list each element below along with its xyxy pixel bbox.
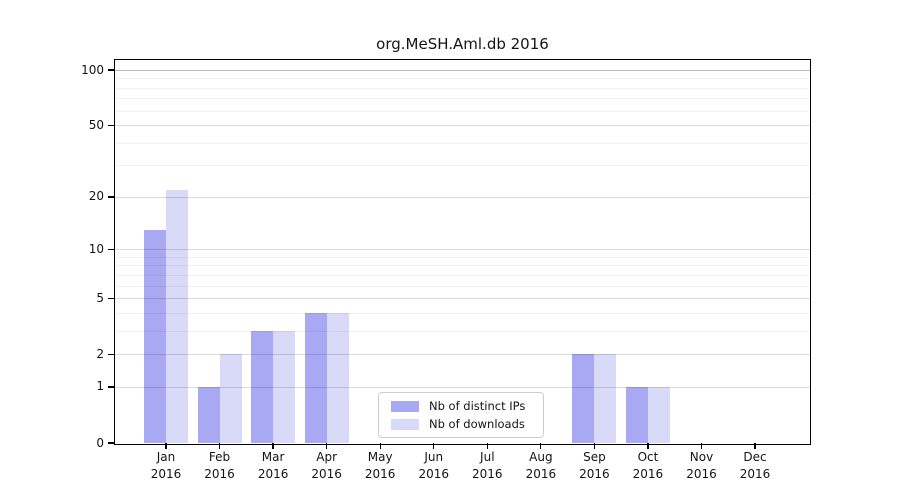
chart-title: org.MeSH.Aml.db 2016 bbox=[376, 35, 549, 53]
legend-item-downloads: Nb of downloads bbox=[391, 417, 535, 431]
y-tick-20 bbox=[108, 196, 115, 198]
gridline-minor-8 bbox=[115, 265, 810, 267]
bar-apr-downloads bbox=[326, 312, 349, 443]
x-tick-dec bbox=[754, 443, 756, 449]
x-tick-label-jul: Jul 2016 bbox=[472, 450, 503, 481]
y-tick-10 bbox=[108, 248, 115, 250]
gridline-minor-7 bbox=[115, 274, 810, 276]
gridline-minor-90 bbox=[115, 78, 810, 80]
bar-feb-downloads bbox=[219, 354, 242, 443]
bar-sep-distinct-ips bbox=[572, 354, 595, 443]
y-tick-label-20: 20 bbox=[88, 189, 104, 204]
gridline-minor-9 bbox=[115, 256, 810, 258]
y-tick-0 bbox=[108, 442, 115, 444]
bar-oct-downloads bbox=[647, 386, 670, 443]
x-tick-aug bbox=[540, 443, 542, 449]
x-tick-nov bbox=[700, 443, 703, 449]
y-tick-label-0: 0 bbox=[96, 435, 104, 450]
x-tick-oct bbox=[647, 443, 649, 449]
x-tick-label-mar: Mar 2016 bbox=[257, 450, 289, 481]
gridline-50 bbox=[115, 125, 810, 127]
x-tick-jan bbox=[165, 443, 167, 449]
x-tick-label-jan: Jan 2016 bbox=[150, 450, 182, 481]
gridline-minor-80 bbox=[115, 87, 810, 89]
x-tick-label-may: May 2016 bbox=[364, 450, 396, 481]
gridline-5 bbox=[115, 298, 810, 300]
gridline-minor-6 bbox=[115, 285, 810, 287]
x-tick-may bbox=[379, 443, 381, 449]
legend-item-distinct-ips: Nb of distinct IPs bbox=[391, 399, 535, 413]
legend-label-distinct-ips: Nb of distinct IPs bbox=[429, 399, 526, 413]
gridline-100 bbox=[115, 70, 810, 71]
x-tick-mar bbox=[272, 443, 274, 449]
gridline-1 bbox=[115, 386, 810, 388]
gridline-minor-3 bbox=[115, 330, 810, 332]
y-tick-label-5: 5 bbox=[96, 290, 104, 305]
x-tick-label-feb: Feb 2016 bbox=[204, 450, 235, 481]
x-tick-label-dec: Dec 2016 bbox=[739, 450, 771, 481]
y-tick-50 bbox=[108, 124, 115, 126]
x-tick-jul bbox=[486, 443, 488, 449]
legend-swatch-downloads bbox=[391, 418, 419, 430]
gridline-minor-60 bbox=[115, 110, 810, 112]
legend-swatch-distinct-ips bbox=[391, 400, 419, 412]
gridline-minor-4 bbox=[115, 312, 810, 314]
bar-mar-distinct-ips bbox=[251, 330, 274, 443]
y-tick-label-2: 2 bbox=[96, 346, 104, 361]
gridline-minor-30 bbox=[115, 165, 810, 167]
x-tick-label-apr: Apr 2016 bbox=[311, 450, 342, 481]
legend-label-downloads: Nb of downloads bbox=[429, 417, 525, 431]
x-tick-label-nov: Nov 2016 bbox=[686, 450, 717, 481]
gridline-minor-70 bbox=[115, 98, 810, 100]
gridline-2 bbox=[115, 354, 810, 356]
x-tick-label-sep: Sep 2016 bbox=[579, 450, 610, 481]
y-tick-label-50: 50 bbox=[88, 117, 104, 132]
x-tick-feb bbox=[218, 443, 221, 449]
y-tick-label-100: 100 bbox=[81, 62, 104, 77]
gridline-10 bbox=[115, 249, 810, 251]
bar-mar-downloads bbox=[273, 330, 296, 443]
bar-jan-distinct-ips bbox=[144, 229, 166, 443]
y-tick-100 bbox=[108, 69, 115, 71]
y-tick-label-1: 1 bbox=[96, 379, 104, 394]
bar-sep-downloads bbox=[594, 354, 617, 443]
bar-apr-distinct-ips bbox=[304, 312, 327, 443]
x-tick-label-oct: Oct 2016 bbox=[632, 450, 664, 481]
bar-jan-downloads bbox=[166, 189, 188, 443]
y-tick-2 bbox=[108, 353, 115, 355]
y-tick-1 bbox=[108, 386, 115, 388]
gridline-20 bbox=[115, 196, 810, 198]
bar-feb-distinct-ips bbox=[197, 386, 220, 443]
gridline-minor-40 bbox=[115, 142, 810, 144]
bar-oct-distinct-ips bbox=[625, 386, 648, 443]
x-tick-label-aug: Aug 2016 bbox=[525, 450, 557, 481]
y-tick-label-10: 10 bbox=[88, 241, 104, 256]
x-tick-label-jun: Jun 2016 bbox=[418, 450, 450, 481]
x-tick-jun bbox=[433, 443, 435, 449]
x-tick-apr bbox=[326, 443, 328, 449]
y-tick-5 bbox=[108, 297, 115, 299]
x-tick-sep bbox=[593, 443, 596, 449]
legend: Nb of distinct IPs Nb of downloads bbox=[378, 392, 544, 438]
